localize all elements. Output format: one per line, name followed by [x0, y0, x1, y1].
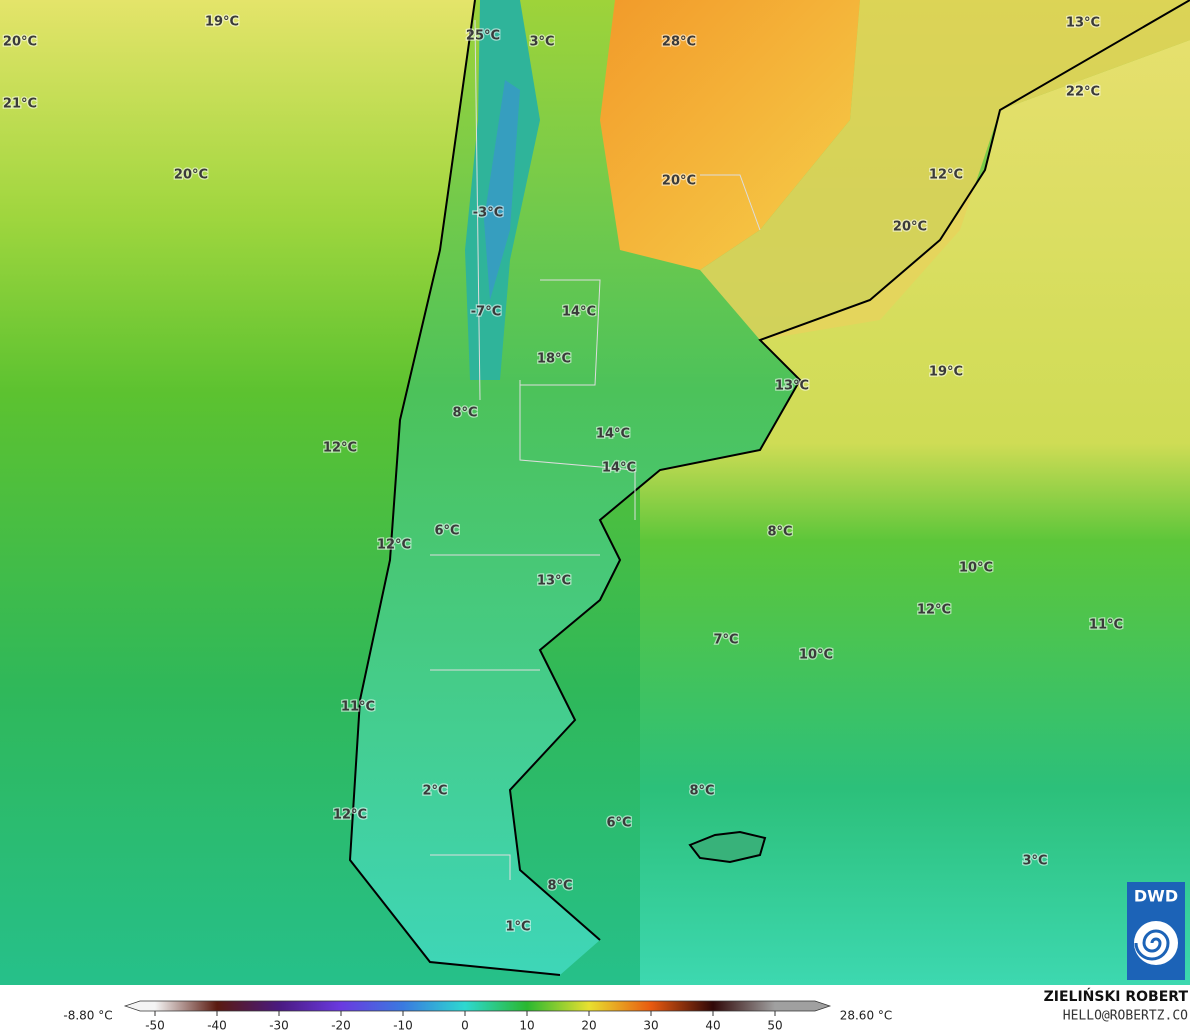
temperature-label: 14°C — [562, 305, 596, 320]
logo-swirl — [1134, 929, 1170, 961]
credit-email: HELLO@ROBERTZ.CO — [1063, 1009, 1188, 1024]
colorbar-tick-label: -40 — [207, 1019, 227, 1033]
temperature-label: 2°C — [422, 784, 447, 799]
colorbar-bar — [123, 1000, 832, 1012]
temperature-label: 25°C — [466, 29, 500, 44]
colorbar-tick-label: -20 — [331, 1019, 351, 1033]
temperature-label: 10°C — [799, 648, 833, 663]
temperature-label: 20°C — [662, 174, 696, 189]
temperature-label: 8°C — [547, 879, 572, 894]
temperature-label: 3°C — [529, 35, 554, 50]
colorbar-tick-label: 50 — [767, 1019, 782, 1033]
land — [350, 0, 1190, 975]
colorbar-tick-label: 30 — [643, 1019, 658, 1033]
colorbar-tick-label: -50 — [145, 1019, 165, 1033]
temperature-label: 28°C — [662, 35, 696, 50]
logo-circle — [1134, 921, 1178, 965]
temperature-label: 22°C — [1066, 85, 1100, 100]
logo-text: DWD — [1134, 887, 1178, 906]
colorbar-min: -8.80 °C — [63, 1009, 112, 1023]
brazil-region — [700, 0, 1190, 340]
colorbar-tick-label: 40 — [705, 1019, 720, 1033]
temperature-label: 12°C — [917, 603, 951, 618]
temperature-label: 21°C — [3, 97, 37, 112]
temperature-label: 14°C — [602, 461, 636, 476]
temperature-label: 1°C — [505, 920, 530, 935]
colorbar-max: 28.60 °C — [840, 1009, 893, 1023]
logo: DWD — [1127, 882, 1185, 980]
colorbar-tick-label: 0 — [461, 1019, 469, 1033]
coastline — [348, 0, 1190, 976]
temperature-label: 12°C — [333, 808, 367, 823]
temperature-labels: 19°C 20°C 21°C 25°C 3°C 28°C 13°C 22°C 20°C 20°C 1… — [2, 13, 1125, 936]
temperature-label: 20°C — [3, 35, 37, 50]
temperature-label: 8°C — [689, 784, 714, 799]
temperature-label: 19°C — [205, 15, 239, 30]
temperature-label: 11°C — [1089, 618, 1123, 633]
warm-region — [600, 0, 860, 270]
colorbar: -8.80 °C 28.60 °C -50 -40 -30 -20 -10 0 10 20 30… — [63, 1000, 893, 1033]
temperature-label: 8°C — [767, 525, 792, 540]
temperature-label: 7°C — [713, 633, 738, 648]
colorbar-tick-label: 20 — [581, 1019, 596, 1033]
temperature-label: -7°C — [471, 305, 501, 320]
temperature-label: 18°C — [537, 352, 571, 367]
temperature-label: 10°C — [959, 561, 993, 576]
falklands — [688, 830, 767, 864]
temperature-label: 13°C — [1066, 16, 1100, 31]
temperature-label: 6°C — [606, 816, 631, 831]
colorbar-tick-label: -10 — [393, 1019, 413, 1033]
temperature-label: -3°C — [473, 206, 503, 221]
temperature-label: 13°C — [775, 379, 809, 394]
temperature-label: 6°C — [434, 524, 459, 539]
temperature-label: 3°C — [1022, 854, 1047, 869]
andes-cold — [484, 80, 520, 300]
credit-author: ZIELIŃSKI ROBERT — [1044, 987, 1189, 1005]
temperature-label: 8°C — [452, 406, 477, 421]
temperature-label: 20°C — [893, 220, 927, 235]
colorbar-tick-label: 10 — [519, 1019, 534, 1033]
temperature-label: 20°C — [174, 168, 208, 183]
temperature-label: 12°C — [377, 538, 411, 553]
borders — [430, 19, 761, 880]
temperature-label: 12°C — [929, 168, 963, 183]
temperature-label: 12°C — [323, 441, 357, 456]
temperature-label: 14°C — [596, 427, 630, 442]
temperature-label: 19°C — [929, 365, 963, 380]
temperature-label: 13°C — [537, 574, 571, 589]
colorbar-tick-label: -30 — [269, 1019, 289, 1033]
temperature-label: 11°C — [341, 700, 375, 715]
map-area: 19°C 20°C 21°C 25°C 3°C 28°C 13°C 22°C 20°C 20°C 1… — [0, 0, 1190, 985]
